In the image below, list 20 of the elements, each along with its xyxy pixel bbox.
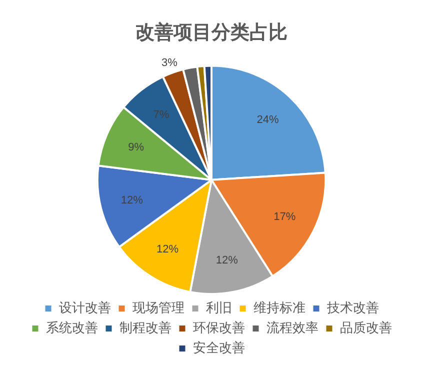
data-label: 24%	[256, 114, 279, 126]
legend-label: 维持标准	[253, 300, 306, 316]
data-label: 9%	[128, 141, 144, 154]
legend-label: 技术改善	[326, 300, 379, 316]
data-label: 3%	[162, 57, 178, 70]
legend-label: 环保改善	[192, 320, 245, 336]
legend-label: 系统改善	[46, 320, 98, 336]
data-label: 12%	[216, 254, 238, 267]
legend-label: 现场管理	[132, 300, 184, 316]
data-label: 12%	[120, 194, 144, 206]
data-label: 12%	[156, 243, 179, 256]
data-label: 17%	[274, 211, 296, 224]
legend-label: 利旧	[206, 300, 232, 316]
legend-label: 安全改善	[192, 340, 245, 356]
data-label: 7%	[153, 109, 170, 122]
chart-title: 改善项目分类占比	[136, 22, 288, 44]
legend-label: 品质改善	[340, 320, 392, 336]
legend-label: 流程效率	[266, 320, 318, 336]
legend-label: 设计改善	[58, 300, 111, 316]
legend-label: 制程改善	[119, 320, 172, 336]
